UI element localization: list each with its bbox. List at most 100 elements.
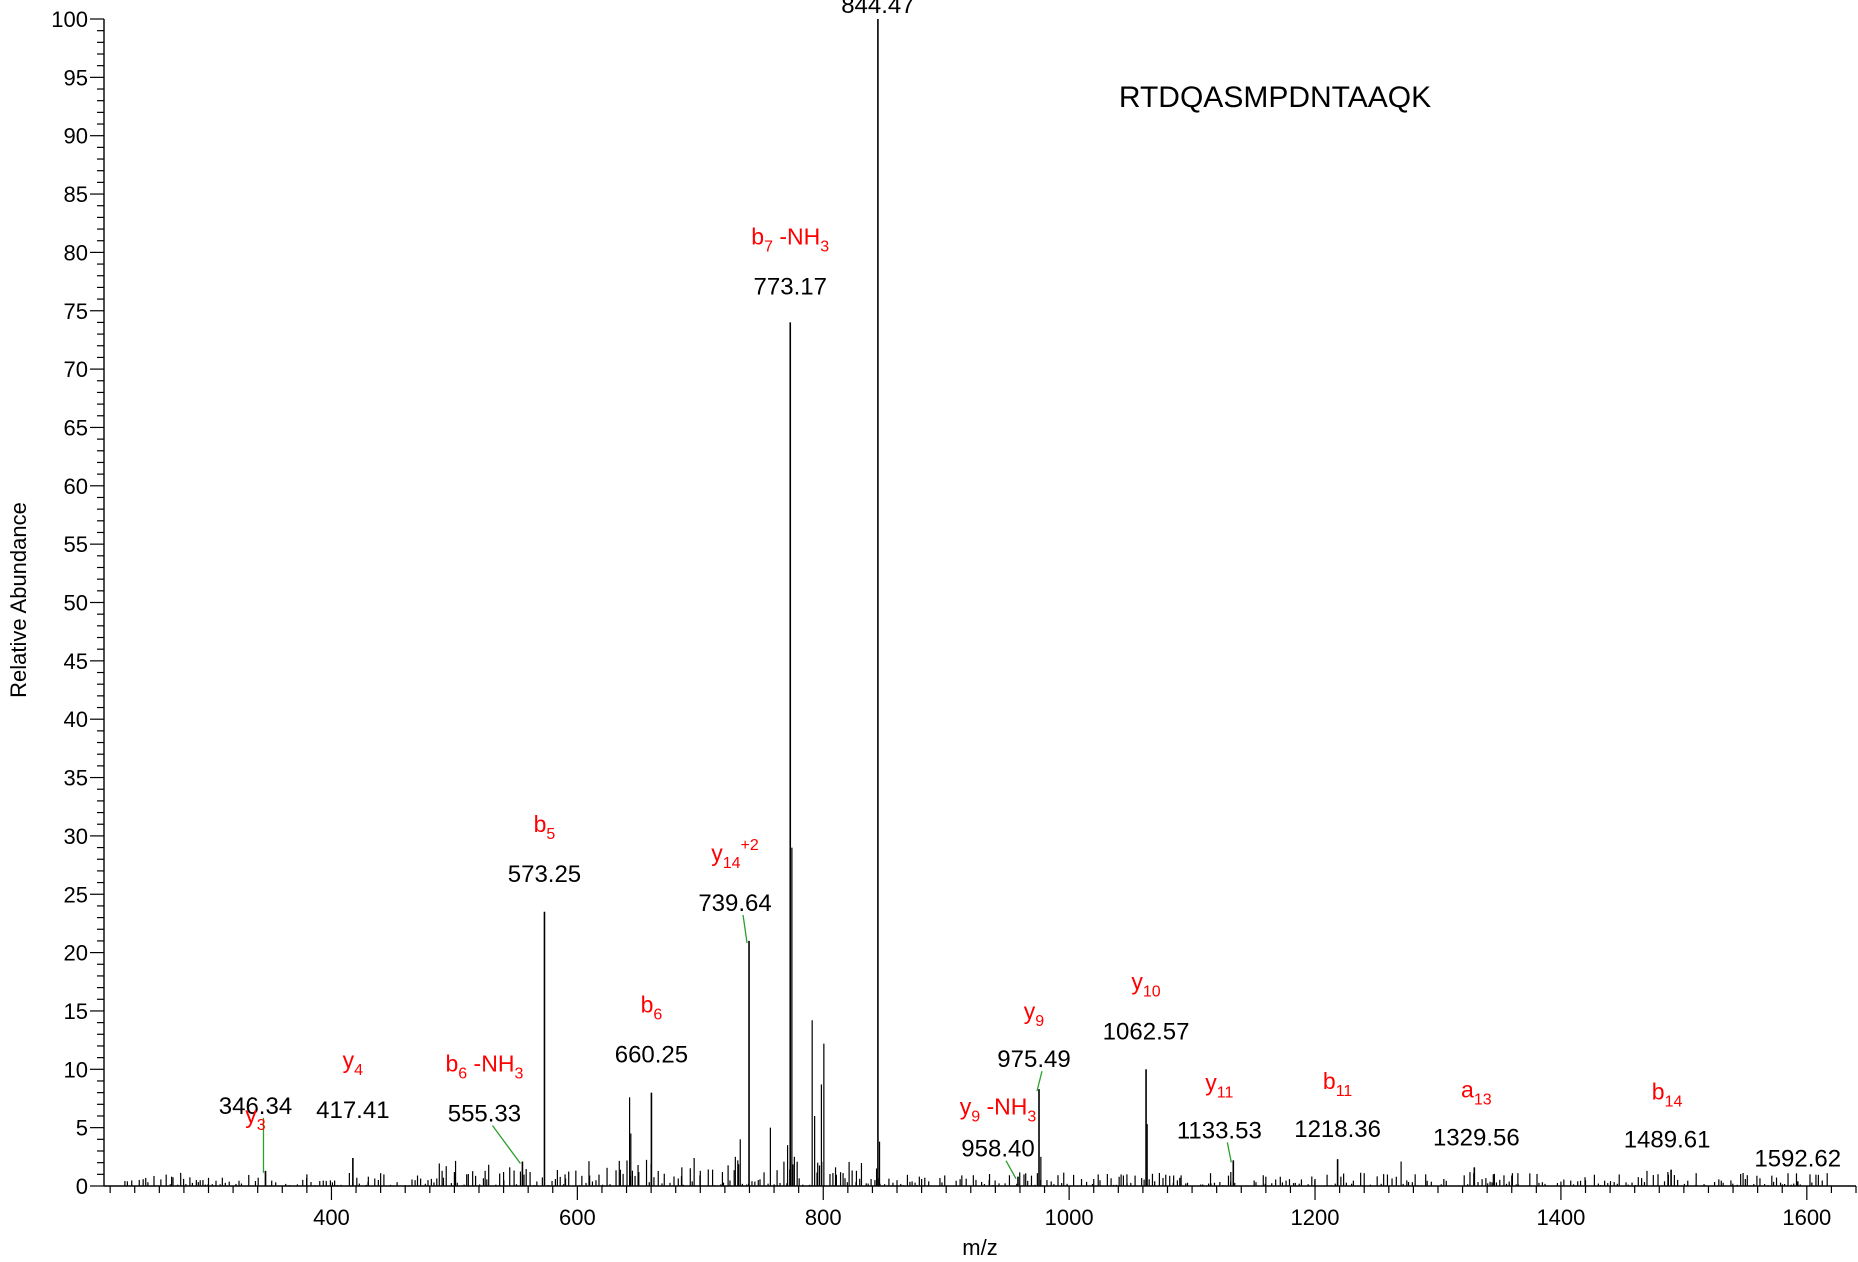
peak-leader-line (1036, 1070, 1043, 1092)
ion-annotation: b6 (641, 992, 663, 1024)
y-tick-label: 15 (64, 999, 88, 1024)
y-tick-label: 90 (64, 124, 88, 149)
y-tick-label: 95 (64, 65, 88, 90)
y-tick-label: 20 (64, 941, 88, 966)
x-tick-label: 1000 (1045, 1205, 1094, 1230)
ion-type: a (1461, 1076, 1474, 1102)
y-tick-label: 0 (76, 1174, 88, 1199)
ion-type: b (641, 992, 654, 1018)
ion-number: 3 (257, 1117, 266, 1134)
ion-number: 6 (653, 1007, 662, 1024)
labeled-peaks (264, 19, 1799, 1186)
peak-mz-label: 1218.36 (1294, 1116, 1381, 1143)
peak-leader-line (1226, 1142, 1232, 1163)
ion-type: y (1024, 998, 1036, 1024)
peak-leader-line (1005, 1160, 1017, 1179)
peak-mz-label: 1329.56 (1433, 1124, 1520, 1151)
minor-peaks (124, 847, 1828, 1186)
peak-mz-label: 346.34 (219, 1093, 292, 1120)
ion-loss: -NH (980, 1094, 1027, 1120)
ion-annotation: y11 (1205, 1069, 1233, 1101)
ion-annotation: y9 (1024, 998, 1045, 1030)
ion-number: 4 (354, 1062, 363, 1079)
peak-mz-label: 660.25 (615, 1042, 688, 1069)
ion-annotation: b5 (534, 811, 556, 843)
ion-number: 13 (1474, 1091, 1492, 1108)
y-tick-label: 35 (64, 766, 88, 791)
peak-mz-label: 844.47 (841, 0, 914, 19)
ion-type: y (1131, 968, 1143, 994)
ion-number: 11 (1336, 1083, 1353, 1100)
peak-leader-line (742, 914, 748, 944)
y-tick-label: 65 (64, 415, 88, 440)
y-tick-label: 70 (64, 357, 88, 382)
y-tick-label: 50 (64, 591, 88, 616)
ion-number: 10 (1143, 983, 1161, 1000)
ion-loss: -NH (467, 1050, 514, 1076)
ion-number: 14 (723, 855, 741, 872)
y-tick-label: 45 (64, 649, 88, 674)
y-tick-label: 25 (64, 882, 88, 907)
peak-mz-label: 1062.57 (1103, 1018, 1190, 1045)
ion-annotation: y4 (343, 1047, 364, 1079)
ion-type: b (1652, 1079, 1665, 1105)
ion-annotation: b11 (1323, 1068, 1353, 1100)
x-tick-label: 400 (313, 1205, 350, 1230)
peak-mz-label: 555.33 (448, 1100, 521, 1127)
ion-charge: +2 (741, 837, 759, 854)
ion-number: 6 (458, 1065, 467, 1082)
ion-annotation: y3 (245, 1102, 265, 1134)
y-tick-label: 5 (76, 1116, 88, 1141)
y-axis-title: Relative Abundance (6, 502, 31, 698)
y-tick-label: 40 (64, 707, 88, 732)
peak-mz-label: 1133.53 (1177, 1117, 1262, 1144)
ion-annotation: b6 -NH3 (445, 1050, 523, 1082)
peak-mz-label: 958.40 (961, 1136, 1034, 1163)
peak-leader-line (491, 1125, 521, 1164)
x-tick-label: 1400 (1536, 1205, 1585, 1230)
peak-mz-label: 573.25 (508, 861, 581, 888)
ion-type: y (245, 1102, 257, 1128)
peak-mz-label: 739.64 (698, 890, 771, 917)
ion-number: 9 (1035, 1013, 1044, 1030)
ion-type: y (711, 840, 723, 866)
ion-type: b (445, 1050, 458, 1076)
x-tick-label: 800 (805, 1205, 842, 1230)
ion-loss-subscript: 3 (820, 238, 829, 255)
y-tick-label: 75 (64, 299, 88, 324)
ion-type: b (534, 811, 547, 837)
y-tick-label: 30 (64, 824, 88, 849)
ion-number: 14 (1665, 1094, 1683, 1111)
ion-number: 5 (546, 826, 555, 843)
ion-type: y (343, 1047, 355, 1073)
peak-mz-label: 1592.62 (1754, 1145, 1841, 1172)
peak-mz-label: 1489.61 (1624, 1127, 1711, 1154)
ion-type: b (751, 223, 764, 249)
ion-type: y (1205, 1069, 1217, 1095)
y-tick-label: 55 (64, 532, 88, 557)
y-tick-label: 10 (64, 1057, 88, 1082)
ion-type: b (1323, 1068, 1336, 1094)
ion-annotation: y14+2 (711, 837, 759, 872)
ion-number: 7 (764, 238, 773, 255)
x-tick-label: 600 (559, 1205, 596, 1230)
y-tick-label: 100 (51, 7, 88, 32)
ion-loss-subscript: 3 (1027, 1109, 1036, 1126)
y-tick-label: 60 (64, 474, 88, 499)
peak-mz-label: 975.49 (997, 1046, 1070, 1073)
peptide-sequence-title: RTDQASMPDNTAAQK (1119, 81, 1431, 114)
ion-type: y (960, 1094, 972, 1120)
ion-number: 9 (971, 1109, 980, 1126)
x-axis-title: m/z (962, 1235, 997, 1260)
ion-number: 11 (1217, 1084, 1234, 1101)
y-tick-label: 80 (64, 240, 88, 265)
ion-annotation: y9 -NH3 (960, 1094, 1037, 1126)
ion-loss: -NH (773, 223, 820, 249)
peak-mz-label: 773.17 (754, 273, 827, 300)
ion-annotation: a13 (1461, 1076, 1492, 1108)
y-tick-label: 85 (64, 182, 88, 207)
ion-annotation: b14 (1652, 1079, 1683, 1111)
ion-annotation: y10 (1131, 968, 1160, 1000)
